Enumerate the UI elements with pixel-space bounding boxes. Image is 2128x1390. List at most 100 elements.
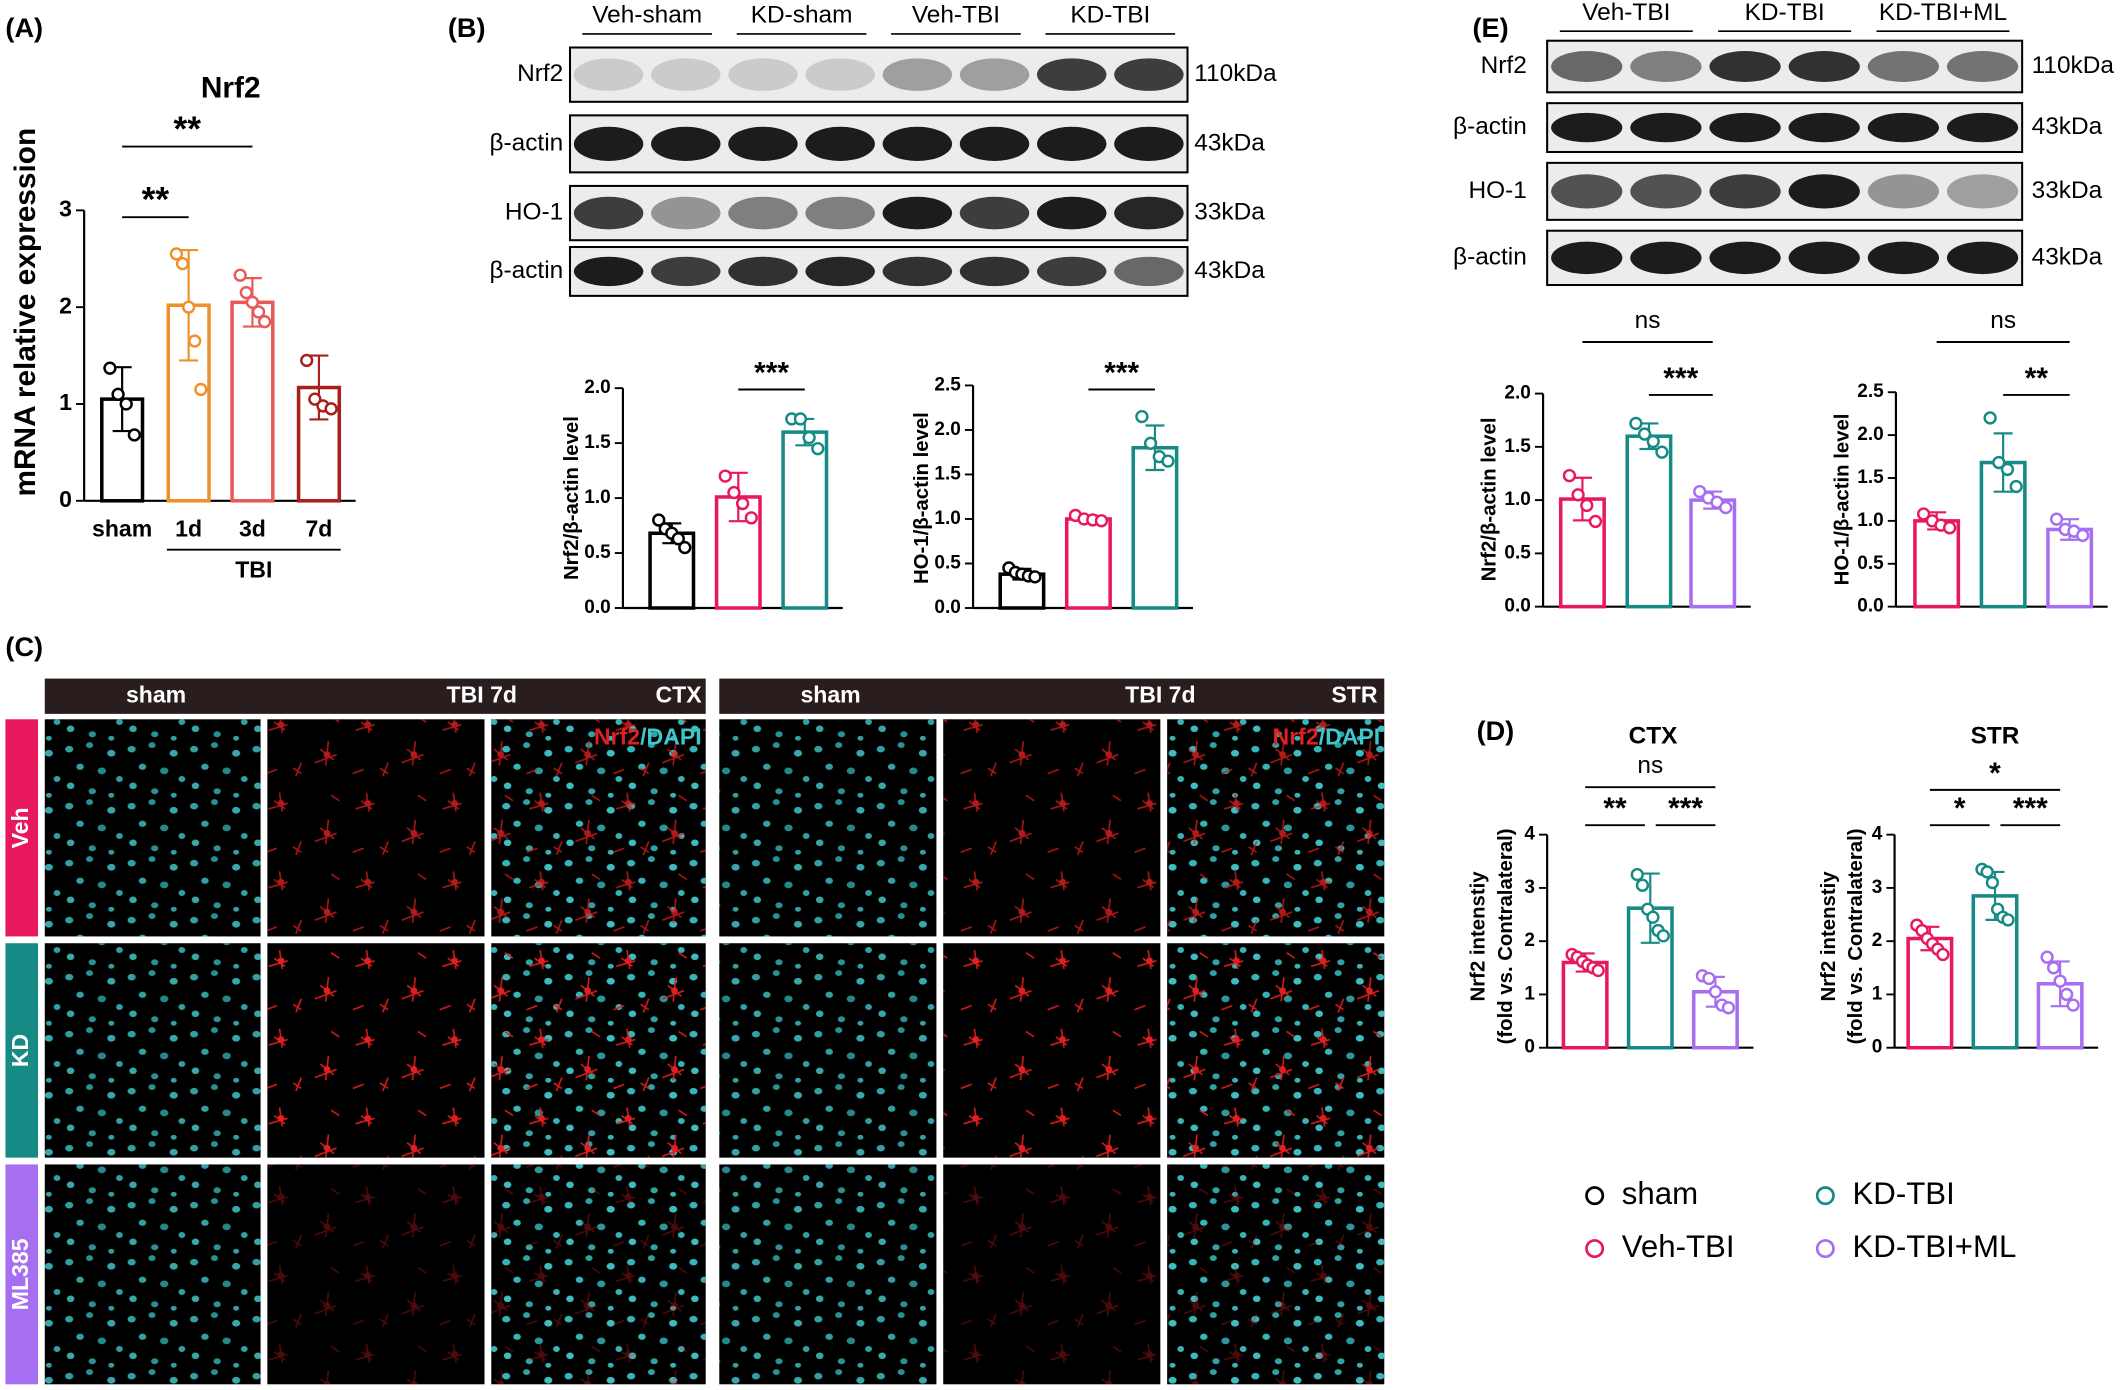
blot-band — [728, 196, 798, 230]
row-label: Veh — [7, 807, 33, 848]
micrograph — [267, 719, 485, 937]
blot-group-label: Veh-TBI — [912, 2, 1000, 29]
blot-group-label: KD-sham — [751, 2, 853, 29]
blot-band — [1709, 112, 1781, 143]
data-point — [251, 305, 266, 319]
blot-band — [805, 196, 875, 230]
dapi-layer — [44, 719, 261, 937]
data-point — [233, 268, 247, 282]
blot-band — [1788, 241, 1860, 275]
y-tick-label: 1.0 — [584, 487, 610, 508]
data-point — [169, 247, 184, 261]
data-point — [744, 511, 758, 525]
y-tick-label: 2 — [59, 292, 72, 318]
significance-label: ns — [1990, 307, 2016, 334]
row-label-bg — [5, 719, 39, 937]
micrograph — [719, 943, 937, 1158]
micrograph — [44, 719, 261, 937]
data-point — [811, 441, 825, 456]
data-point — [1985, 875, 2000, 890]
legend-label: sham — [1622, 1176, 1698, 1211]
blot-strip — [1546, 229, 2024, 287]
blot-band — [1788, 51, 1860, 82]
blot-band — [882, 196, 953, 230]
blot-band — [1709, 51, 1781, 82]
blot-band — [573, 126, 644, 161]
significance-label: ns — [1637, 752, 1663, 779]
data-point — [1983, 411, 1997, 425]
image-header-label: TBI 7d — [447, 681, 517, 707]
blot-protein: HO-1 — [1468, 177, 1526, 204]
data-point — [1630, 867, 1644, 882]
bar — [1625, 434, 1673, 609]
blot-strip — [1546, 102, 2024, 154]
panel-label: (C) — [5, 631, 43, 662]
data-point — [793, 412, 808, 426]
data-point — [2009, 479, 2023, 494]
nrf2-layer — [943, 943, 1161, 1158]
data-point — [103, 361, 117, 375]
blot-band — [1114, 196, 1184, 230]
data-point — [324, 402, 338, 416]
blot-band — [1114, 126, 1184, 161]
y-tick-label: 1.0 — [934, 508, 960, 529]
bar — [781, 430, 829, 610]
data-point — [718, 469, 732, 483]
y-tick-label: 0.5 — [934, 553, 961, 574]
micrograph — [44, 943, 261, 1158]
bar — [1689, 498, 1737, 609]
y-tick-label: 1.5 — [584, 432, 611, 453]
nrf2-layer — [491, 943, 706, 1158]
significance-label: ** — [1603, 792, 1627, 825]
micrograph — [1167, 943, 1385, 1158]
blot-band — [959, 126, 1030, 161]
blot-band — [1946, 112, 2019, 143]
dapi-layer — [719, 1164, 937, 1385]
blot-band — [1551, 112, 1623, 143]
image-header-label: sham — [126, 681, 186, 707]
blot-band — [1867, 241, 1940, 275]
data-point — [1719, 500, 1733, 515]
nrf2-layer — [1167, 943, 1385, 1158]
data-point — [300, 353, 314, 368]
data-point — [727, 485, 741, 500]
y-tick-label: 2.5 — [934, 374, 961, 395]
y-tick-label: 1 — [59, 389, 72, 415]
blot-band — [1114, 256, 1184, 287]
y-tick-label: 1.5 — [1857, 467, 1884, 488]
y-tick-label: 2.0 — [584, 377, 610, 398]
blot-band — [805, 58, 875, 91]
data-point — [194, 382, 208, 397]
blot-band — [1867, 112, 1940, 143]
blot-band — [573, 58, 644, 91]
nrf2-layer — [491, 719, 706, 937]
y-axis-label: Nrf2 intenstiy — [1468, 871, 1490, 1002]
image-header — [44, 678, 706, 714]
blot-band — [728, 58, 798, 91]
data-point — [2066, 998, 2080, 1012]
blot-band — [728, 126, 798, 161]
nrf2-layer — [1167, 719, 1385, 937]
data-point — [1655, 445, 1669, 459]
blot-size: 43kDa — [2032, 113, 2103, 140]
y-tick-label: 0.0 — [1857, 596, 1883, 617]
stain-nrf2: Nrf2 — [1273, 723, 1319, 749]
dapi-layer — [719, 943, 937, 1158]
data-point — [1936, 947, 1950, 962]
micrograph — [1167, 1164, 1385, 1385]
x-tick-label: 3d — [239, 516, 266, 542]
data-point — [245, 295, 260, 309]
chart-title: Nrf2 — [201, 71, 261, 104]
blot-protein: Nrf2 — [517, 60, 563, 87]
significance-label: *** — [1663, 362, 1698, 395]
legend-marker — [1815, 1239, 1835, 1259]
nrf2-layer — [267, 719, 485, 937]
significance-label: * — [1954, 792, 1966, 825]
blot-band — [959, 196, 1030, 230]
y-tick-label: 3 — [1872, 877, 1883, 898]
data-point — [652, 513, 666, 527]
blot-size: 33kDa — [2032, 177, 2103, 204]
data-point — [188, 334, 202, 348]
y-tick-label: 2.0 — [934, 419, 960, 440]
